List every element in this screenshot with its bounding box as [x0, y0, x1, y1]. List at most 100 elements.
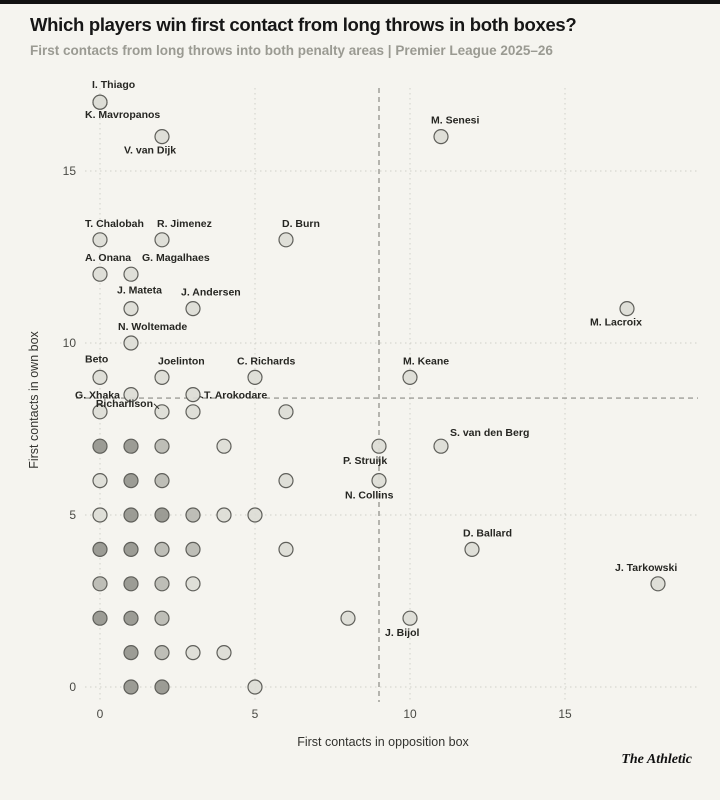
y-tick-label: 15 — [63, 164, 77, 178]
point-label: D. Burn — [282, 218, 320, 230]
data-point — [371, 473, 387, 489]
data-point — [185, 404, 201, 420]
data-point — [154, 232, 170, 248]
data-point — [185, 387, 201, 403]
data-point — [92, 266, 108, 282]
top-border — [0, 0, 720, 4]
data-point — [92, 541, 108, 557]
point-label: J. Tarkowski — [615, 562, 677, 574]
point-label: I. Thiago — [92, 79, 135, 91]
label-leader-line — [153, 403, 160, 410]
point-label: J. Andersen — [181, 287, 241, 299]
x-tick-label: 15 — [558, 707, 572, 721]
data-point — [123, 679, 139, 695]
data-point — [92, 610, 108, 626]
data-point — [92, 404, 108, 420]
data-point — [185, 507, 201, 523]
data-point — [154, 610, 170, 626]
point-label: V. van Dijk — [124, 145, 176, 157]
data-point — [402, 369, 418, 385]
data-point — [92, 576, 108, 592]
x-tick-label: 0 — [97, 707, 104, 721]
data-point — [154, 644, 170, 661]
point-label: S. van den Berg — [450, 427, 529, 439]
point-label: D. Ballard — [463, 527, 512, 539]
point-label: G. Xhaka — [75, 390, 120, 402]
data-point — [464, 541, 480, 557]
y-tick-label: 5 — [69, 508, 76, 522]
data-point — [154, 473, 170, 489]
data-point — [123, 335, 139, 351]
x-tick-label: 10 — [403, 707, 417, 721]
data-point — [123, 541, 139, 557]
data-point — [154, 369, 170, 385]
data-point — [278, 404, 294, 420]
data-point — [123, 387, 139, 403]
x-axis-title: First contacts in opposition box — [297, 735, 469, 749]
data-point — [402, 610, 418, 626]
data-point — [650, 576, 666, 592]
data-point — [154, 576, 170, 592]
data-point — [154, 438, 170, 454]
point-label: C. Richards — [237, 355, 296, 367]
point-label: G. Magalhaes — [142, 252, 210, 264]
data-point — [154, 507, 170, 523]
point-label: M. Keane — [403, 355, 449, 367]
y-tick-label: 10 — [63, 336, 77, 350]
data-point — [247, 369, 263, 385]
data-point — [92, 369, 108, 385]
data-point — [433, 438, 449, 454]
point-label: Beto — [85, 353, 108, 365]
data-point — [278, 232, 294, 248]
data-point — [216, 507, 232, 523]
data-point — [216, 644, 232, 661]
data-point — [123, 266, 139, 282]
data-point — [123, 610, 139, 626]
data-point — [92, 507, 108, 523]
data-point — [92, 473, 108, 489]
data-point — [247, 507, 263, 523]
x-tick-label: 5 — [252, 707, 259, 721]
point-label: T. Chalobah — [85, 218, 144, 230]
point-label: A. Onana — [85, 252, 131, 264]
data-point — [123, 473, 139, 489]
y-tick-label: 0 — [69, 680, 76, 694]
data-point — [92, 232, 108, 248]
point-label: M. Senesi — [431, 115, 480, 127]
data-point — [185, 644, 201, 661]
data-point — [123, 507, 139, 523]
data-point — [185, 576, 201, 592]
data-point — [92, 438, 108, 454]
data-point — [92, 94, 108, 110]
data-point — [247, 679, 263, 695]
point-label: N. Woltemade — [118, 321, 187, 333]
scatter-plot: 0 5 10 15 0 5 10 15 I. Thiago K. Mavropanos V. van… — [27, 79, 698, 749]
point-label: T. Arokodare — [204, 390, 267, 402]
y-axis-title: First contacts in own box — [27, 330, 41, 468]
point-label: K. Mavropanos — [85, 109, 160, 121]
point-label: Joelinton — [158, 355, 205, 367]
point-label: P. Struijk — [343, 455, 387, 467]
data-point — [278, 541, 294, 557]
data-point — [216, 438, 232, 454]
chart-subtitle: First contacts from long throws into bot… — [30, 43, 553, 58]
data-point — [371, 438, 387, 454]
data-point — [154, 128, 170, 145]
label-leader-line — [199, 396, 204, 399]
point-label: J. Bijol — [385, 627, 420, 639]
point-label: N. Collins — [345, 490, 394, 502]
data-point — [340, 610, 356, 626]
chart-title: Which players win first contact from lon… — [30, 14, 577, 35]
point-label: M. Lacroix — [590, 317, 642, 329]
athletic-logo: The Athletic — [621, 752, 692, 767]
point-label: R. Jimenez — [157, 218, 212, 230]
data-point — [123, 576, 139, 592]
data-point — [154, 679, 170, 695]
point-label: Richarlison — [96, 398, 153, 410]
data-point — [185, 301, 201, 317]
data-point — [185, 541, 201, 557]
data-point — [154, 541, 170, 557]
data-point — [123, 301, 139, 317]
data-point — [619, 301, 635, 317]
